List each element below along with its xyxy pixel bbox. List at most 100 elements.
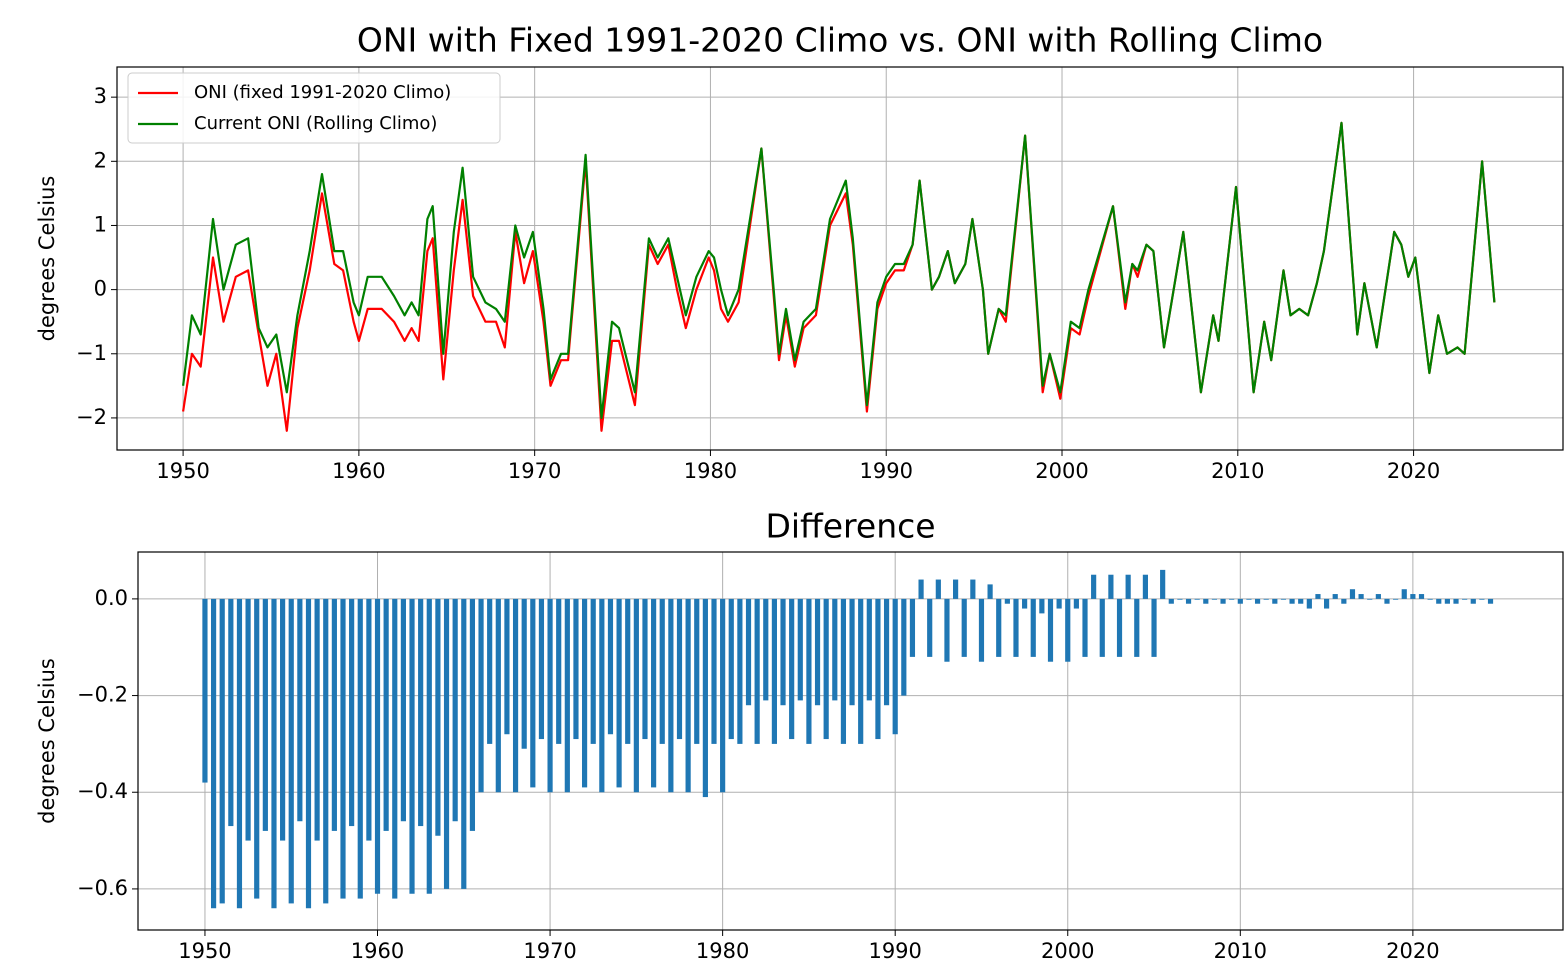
bar xyxy=(996,598,1002,657)
bar xyxy=(374,598,381,894)
bar xyxy=(461,598,467,889)
y-tick-label: −0.4 xyxy=(77,779,128,803)
bar xyxy=(435,598,441,836)
bar xyxy=(1393,598,1399,600)
bar xyxy=(1384,598,1390,604)
bar xyxy=(1436,598,1442,604)
bar xyxy=(1091,574,1097,599)
bar xyxy=(262,598,268,831)
bar xyxy=(1142,574,1148,599)
bar xyxy=(858,598,864,744)
bar xyxy=(271,598,277,909)
bar xyxy=(599,598,605,793)
y-tick-label: −0.6 xyxy=(77,876,128,900)
x-tick-label: 2010 xyxy=(1211,459,1264,483)
legend-box xyxy=(127,72,501,144)
bar xyxy=(1177,598,1183,600)
bar xyxy=(1324,598,1330,609)
y-axis-label: degrees Celsius xyxy=(35,176,59,342)
bar xyxy=(1013,598,1019,657)
bar xyxy=(331,598,337,831)
bar xyxy=(228,598,234,827)
bar xyxy=(1280,598,1287,600)
bar xyxy=(581,598,588,788)
bar xyxy=(909,598,916,657)
y-tick-label: 2 xyxy=(94,148,107,172)
bar xyxy=(840,598,847,744)
bar xyxy=(1211,598,1218,600)
x-tick-label: 1950 xyxy=(178,939,231,963)
bar xyxy=(1487,598,1494,604)
bar xyxy=(392,598,398,899)
bar xyxy=(1237,598,1243,604)
bar xyxy=(866,598,872,701)
bar xyxy=(728,598,734,740)
bar xyxy=(892,598,898,735)
bar xyxy=(487,598,493,744)
bar xyxy=(1375,594,1381,599)
bar xyxy=(1401,589,1407,599)
bar xyxy=(1462,598,1468,600)
bar xyxy=(918,579,924,599)
bar xyxy=(659,598,665,744)
bar xyxy=(745,598,752,706)
bar xyxy=(1125,574,1131,599)
bar xyxy=(1341,598,1347,604)
bar xyxy=(426,598,432,894)
bar xyxy=(1160,569,1166,599)
bar xyxy=(633,598,639,793)
bar xyxy=(254,598,260,899)
bar xyxy=(1203,598,1209,604)
bar xyxy=(1030,598,1036,657)
bar xyxy=(797,598,803,701)
bar xyxy=(953,579,959,599)
bar xyxy=(512,598,519,793)
bar xyxy=(556,598,562,744)
bar xyxy=(219,598,225,904)
bar xyxy=(538,598,545,740)
bar xyxy=(1134,598,1140,657)
bar xyxy=(1194,598,1200,600)
bar xyxy=(1298,598,1304,604)
bar xyxy=(1289,598,1295,604)
bar xyxy=(780,598,786,706)
bar xyxy=(349,598,355,827)
bar xyxy=(314,598,320,841)
bar xyxy=(927,598,933,657)
bar xyxy=(495,598,501,793)
bar xyxy=(685,598,691,793)
bar xyxy=(961,598,967,657)
bar xyxy=(668,598,674,793)
bar xyxy=(607,598,614,735)
bar xyxy=(616,598,622,788)
bar xyxy=(737,598,743,744)
bar xyxy=(1367,598,1373,600)
bar xyxy=(987,584,993,599)
bar xyxy=(832,598,838,701)
bar xyxy=(245,598,251,841)
bar xyxy=(418,598,424,827)
bar xyxy=(1229,598,1235,600)
x-tick-label: 2010 xyxy=(1214,939,1267,963)
bar xyxy=(366,598,372,841)
bar xyxy=(823,598,829,740)
x-tick-label: 2000 xyxy=(1035,459,1088,483)
y-tick-label: 1 xyxy=(94,212,107,236)
series-line xyxy=(182,121,1496,419)
y-tick-label: −2 xyxy=(76,405,107,429)
bar xyxy=(305,598,312,909)
bar xyxy=(383,598,389,831)
y-tick-label: 3 xyxy=(94,84,107,108)
bar xyxy=(573,598,579,740)
y-axis-label: degrees Celsius xyxy=(35,658,59,824)
bar xyxy=(849,598,855,706)
axes-frame xyxy=(116,66,1564,451)
bar xyxy=(814,598,821,706)
x-tick-label: 1970 xyxy=(508,459,561,483)
bar xyxy=(409,598,415,894)
bar xyxy=(202,598,208,783)
bar xyxy=(702,598,708,798)
bar xyxy=(210,598,217,909)
y-tick-label: −0.2 xyxy=(77,683,128,707)
axes-frame xyxy=(137,551,1564,931)
